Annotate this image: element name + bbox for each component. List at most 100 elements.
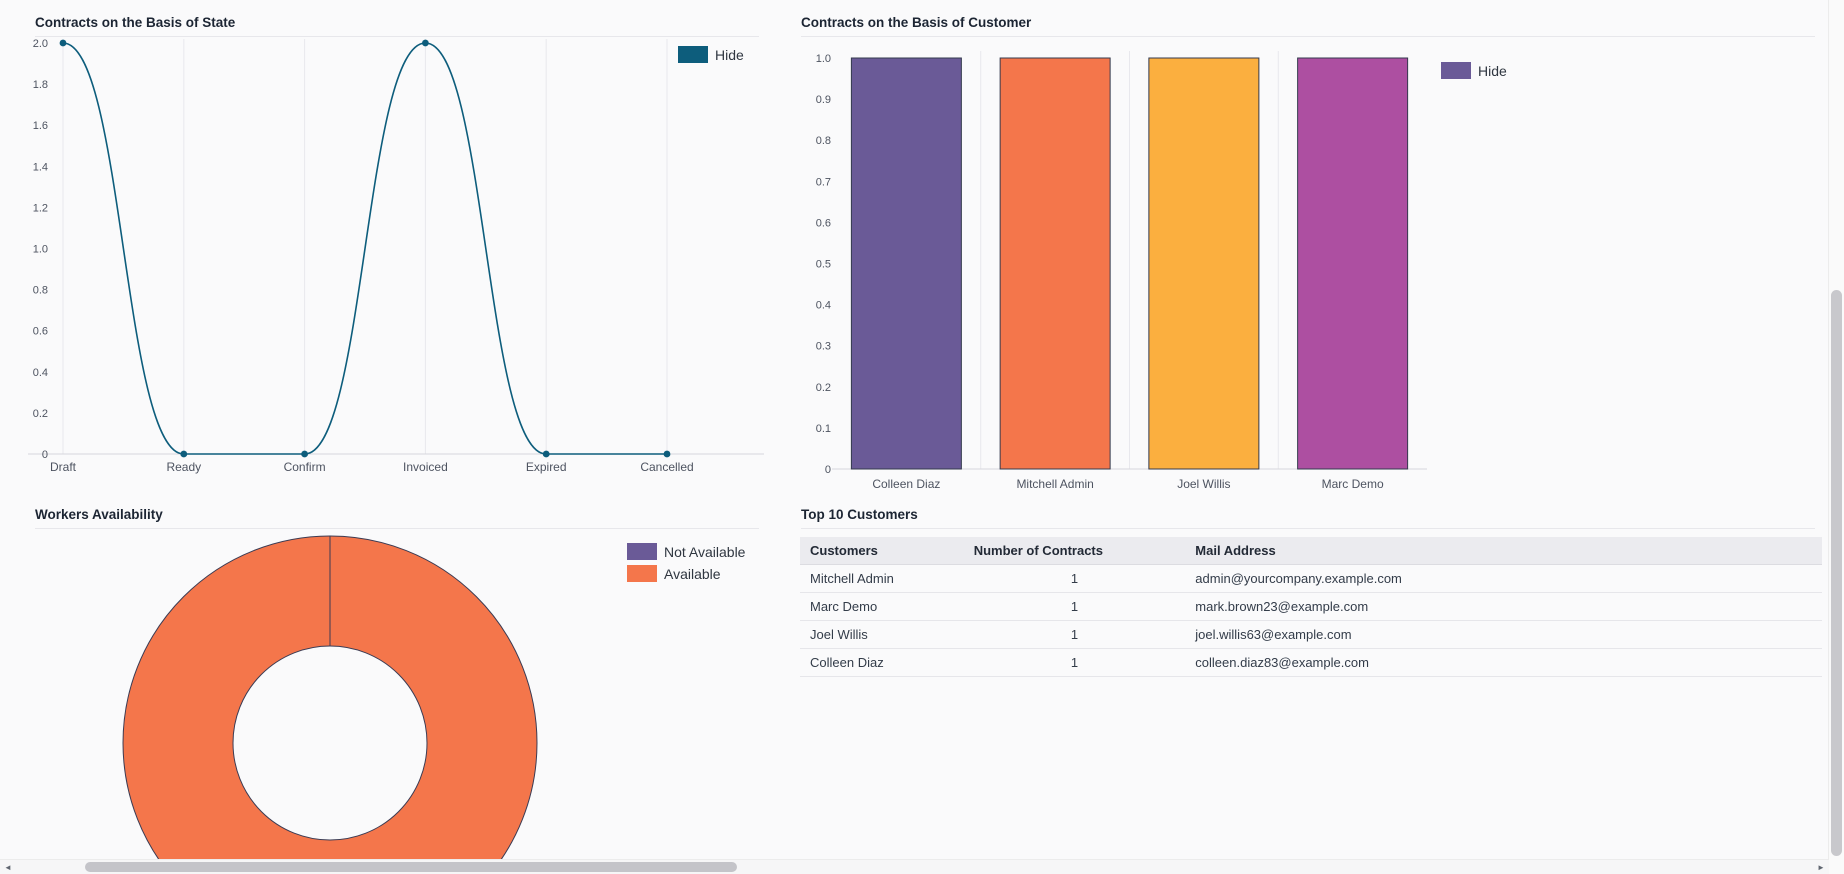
contract-count: 1	[963, 648, 1186, 677]
x-tick-label: Ready	[166, 460, 201, 474]
panel-title: Workers Availability	[35, 500, 759, 529]
legend-label: Hide	[1478, 62, 1507, 79]
panel-title: Contracts on the Basis of State	[35, 8, 759, 37]
legend-swatch	[678, 46, 708, 63]
line-series[interactable]	[62, 42, 667, 455]
bar[interactable]	[1297, 57, 1409, 470]
x-tick-label: Confirm	[284, 460, 326, 474]
data-point[interactable]	[59, 39, 67, 47]
panel-workers-availability: Workers Availability Not Available Avail…	[24, 500, 770, 860]
contract-count: 1	[963, 592, 1186, 621]
table-header-row: Customers Number of Contracts Mail Address	[800, 537, 1822, 565]
column-header: Mail Address	[1185, 537, 1822, 565]
table-head: Customers Number of Contracts Mail Address	[800, 537, 1822, 565]
mail-address: admin@yourcompany.example.com	[1185, 564, 1822, 593]
legend-item-hide[interactable]: Hide	[678, 46, 744, 63]
y-tick-label: 1.0	[816, 53, 831, 65]
customer-name: Mitchell Admin	[800, 564, 964, 593]
y-tick-label: 1.0	[33, 244, 48, 256]
scrollbar-corner	[1829, 860, 1844, 874]
table-row: Mitchell Admin 1 admin@yourcompany.example…	[800, 564, 1822, 593]
table-row: Joel Willis 1 joel.willis63@example.com	[800, 620, 1822, 649]
x-tick-label: Marc Demo	[1322, 477, 1384, 491]
y-tick-label: 0.8	[33, 285, 48, 297]
mail-address: mark.brown23@example.com	[1185, 592, 1822, 621]
data-point[interactable]	[542, 450, 550, 458]
data-point[interactable]	[663, 450, 671, 458]
y-tick-label: 2.0	[33, 38, 48, 50]
contract-count: 1	[963, 564, 1186, 593]
y-tick-label: 1.8	[33, 79, 48, 91]
y-tick-label: 0.8	[816, 135, 831, 147]
column-header: Number of Contracts	[963, 537, 1186, 565]
availability-donut-chart	[122, 535, 538, 860]
y-tick-label: 0	[825, 464, 831, 476]
y-tick-label: 0.2	[33, 408, 48, 420]
column-header: Customers	[800, 537, 964, 565]
y-tick-label: 1.4	[33, 161, 48, 173]
scroll-right-arrow-icon[interactable]: ►	[1817, 862, 1825, 872]
x-tick-label: Mitchell Admin	[1016, 477, 1093, 491]
legend-item-available[interactable]: Available	[627, 565, 745, 582]
data-point[interactable]	[180, 450, 188, 458]
table-row: Colleen Diaz 1 colleen.diaz83@example.com	[800, 648, 1822, 677]
table-body: Mitchell Admin 1 admin@yourcompany.example…	[800, 564, 1822, 677]
horizontal-scrollbar[interactable]: ◄ ►	[0, 859, 1829, 874]
dashboard-content: Contracts on the Basis of State Draft Rea…	[0, 8, 1829, 860]
mail-address: joel.willis63@example.com	[1185, 620, 1822, 649]
x-tick-label: Joel Willis	[1177, 477, 1230, 491]
y-tick-label: 0.4	[33, 367, 48, 379]
donut-inner-edge	[232, 645, 428, 841]
y-tick-label: 0.3	[816, 341, 831, 353]
y-tick-label: 0.9	[816, 94, 831, 106]
legend-swatch	[627, 565, 657, 582]
y-tick-label: 0.2	[816, 382, 831, 394]
data-point[interactable]	[301, 450, 308, 458]
y-tick-label: 1.6	[33, 120, 48, 132]
bar[interactable]	[999, 57, 1111, 470]
bar[interactable]	[850, 57, 962, 470]
state-chart-legend: Hide	[678, 46, 744, 63]
panel-contracts-by-state: Contracts on the Basis of State Draft Rea…	[24, 8, 770, 490]
x-tick-label: Invoiced	[403, 460, 448, 474]
vertical-scrollbar-thumb[interactable]	[1831, 290, 1842, 856]
panel-title: Contracts on the Basis of Customer	[801, 8, 1815, 37]
y-tick-label: 0	[42, 449, 48, 461]
availability-chart-legend: Not Available Available	[627, 543, 745, 582]
x-tick-label: Expired	[526, 460, 567, 474]
y-tick-label: 0.4	[816, 300, 831, 312]
customer-bar-chart: 0 0.1 0.2 0.3 0.4 0.5 0.6 0.7 0.8 0.9 1.0 Colleen D…	[816, 51, 1427, 491]
customer-name: Joel Willis	[800, 620, 964, 649]
panel-top-customers: Top 10 Customers Customers Number of Cont…	[790, 500, 1826, 860]
mail-address: colleen.diaz83@example.com	[1185, 648, 1822, 677]
x-tick-label: Draft	[50, 460, 77, 474]
y-tick-label: 0.5	[816, 259, 831, 271]
bar[interactable]	[1148, 57, 1260, 470]
legend-swatch	[1441, 62, 1471, 79]
contract-count: 1	[963, 620, 1186, 649]
scroll-left-arrow-icon[interactable]: ◄	[4, 862, 12, 872]
legend-swatch	[627, 543, 657, 560]
dashboard-bottom-row: Workers Availability Not Available Avail…	[0, 500, 1829, 860]
y-tick-label: 0.6	[816, 217, 831, 229]
state-line-chart: Draft Ready Confirm Invoiced Expired Cancelle…	[28, 38, 764, 474]
y-tick-label: 0.1	[816, 423, 831, 435]
legend-label: Available	[664, 565, 721, 582]
table-row: Marc Demo 1 mark.brown23@example.com	[800, 592, 1822, 621]
legend-label: Not Available	[664, 543, 746, 560]
legend-item-hide[interactable]: Hide	[1441, 62, 1507, 79]
x-tick-label: Colleen Diaz	[872, 477, 940, 491]
customer-name: Marc Demo	[800, 592, 964, 621]
horizontal-scrollbar-thumb[interactable]	[85, 862, 737, 872]
x-tick-label: Cancelled	[640, 460, 693, 474]
customer-name: Colleen Diaz	[800, 648, 964, 677]
legend-item-not-available[interactable]: Not Available	[627, 543, 745, 560]
panel-title: Top 10 Customers	[801, 500, 1815, 529]
dashboard-top-row: Contracts on the Basis of State Draft Rea…	[0, 8, 1829, 491]
y-tick-label: 1.2	[33, 202, 48, 214]
top-customers-table: Customers Number of Contracts Mail Address…	[800, 537, 1822, 677]
legend-label: Hide	[715, 46, 744, 63]
panel-contracts-by-customer: Contracts on the Basis of Customer 0 0.1 0…	[790, 8, 1826, 491]
data-point[interactable]	[422, 39, 429, 47]
vertical-scrollbar[interactable]	[1828, 0, 1844, 860]
